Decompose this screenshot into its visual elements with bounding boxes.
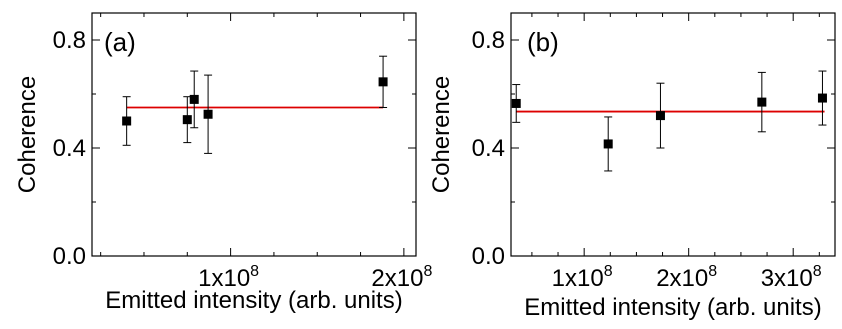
data-point [817, 70, 827, 126]
x-tick-label: 3x108 [761, 263, 822, 292]
data-point [182, 96, 192, 144]
y-axis-title: Coherence [14, 76, 41, 193]
point-marker [603, 139, 613, 149]
x-tick-label: 2x108 [656, 263, 717, 292]
y-tick-label: 0.0 [53, 243, 86, 270]
panel-label: (b) [527, 27, 559, 57]
x-tick-label: 1x108 [552, 263, 613, 292]
x-tick-label: 2x108 [371, 263, 432, 292]
y-axis-title: Coherence [428, 76, 455, 193]
panel-label: (a) [104, 27, 136, 57]
point-marker [122, 116, 132, 126]
data-point [122, 96, 132, 146]
point-marker [817, 93, 827, 103]
data-point [655, 82, 665, 149]
y-tick-label: 0.8 [472, 27, 505, 54]
point-marker [655, 111, 665, 121]
point-marker [182, 115, 192, 125]
plot-frame [91, 12, 417, 257]
point-marker [511, 98, 521, 108]
data-point [603, 116, 613, 172]
x-tick-exponent: 8 [423, 263, 432, 280]
point-marker [203, 109, 213, 119]
data-point [189, 70, 199, 129]
point-marker [378, 77, 388, 87]
x-tick-exponent: 8 [813, 263, 822, 280]
x-tick-mantissa: 1x10 [552, 265, 604, 292]
y-tick-label: 0.4 [53, 135, 86, 162]
point-marker [189, 94, 199, 104]
x-tick-mantissa: 3x10 [761, 265, 813, 292]
x-tick-exponent: 8 [708, 263, 717, 280]
x-axis-title: Emitted intensity (arb. units) [105, 287, 402, 314]
data-point [203, 74, 213, 154]
x-tick-label: 1x108 [198, 263, 259, 292]
data-point [757, 71, 767, 133]
point-marker [757, 97, 767, 107]
x-tick-mantissa: 2x10 [371, 265, 423, 292]
x-tick-exponent: 8 [604, 263, 613, 280]
plot-frame [510, 12, 836, 257]
x-tick-exponent: 8 [250, 263, 259, 280]
x-axis-title: Emitted intensity (arb. units) [524, 294, 821, 321]
x-tick-mantissa: 1x10 [198, 265, 250, 292]
x-tick-mantissa: 2x10 [656, 265, 708, 292]
y-tick-label: 0.8 [53, 27, 86, 54]
y-tick-label: 0.4 [472, 135, 505, 162]
y-tick-label: 0.0 [472, 243, 505, 270]
data-point [511, 84, 521, 123]
data-point [378, 55, 388, 108]
